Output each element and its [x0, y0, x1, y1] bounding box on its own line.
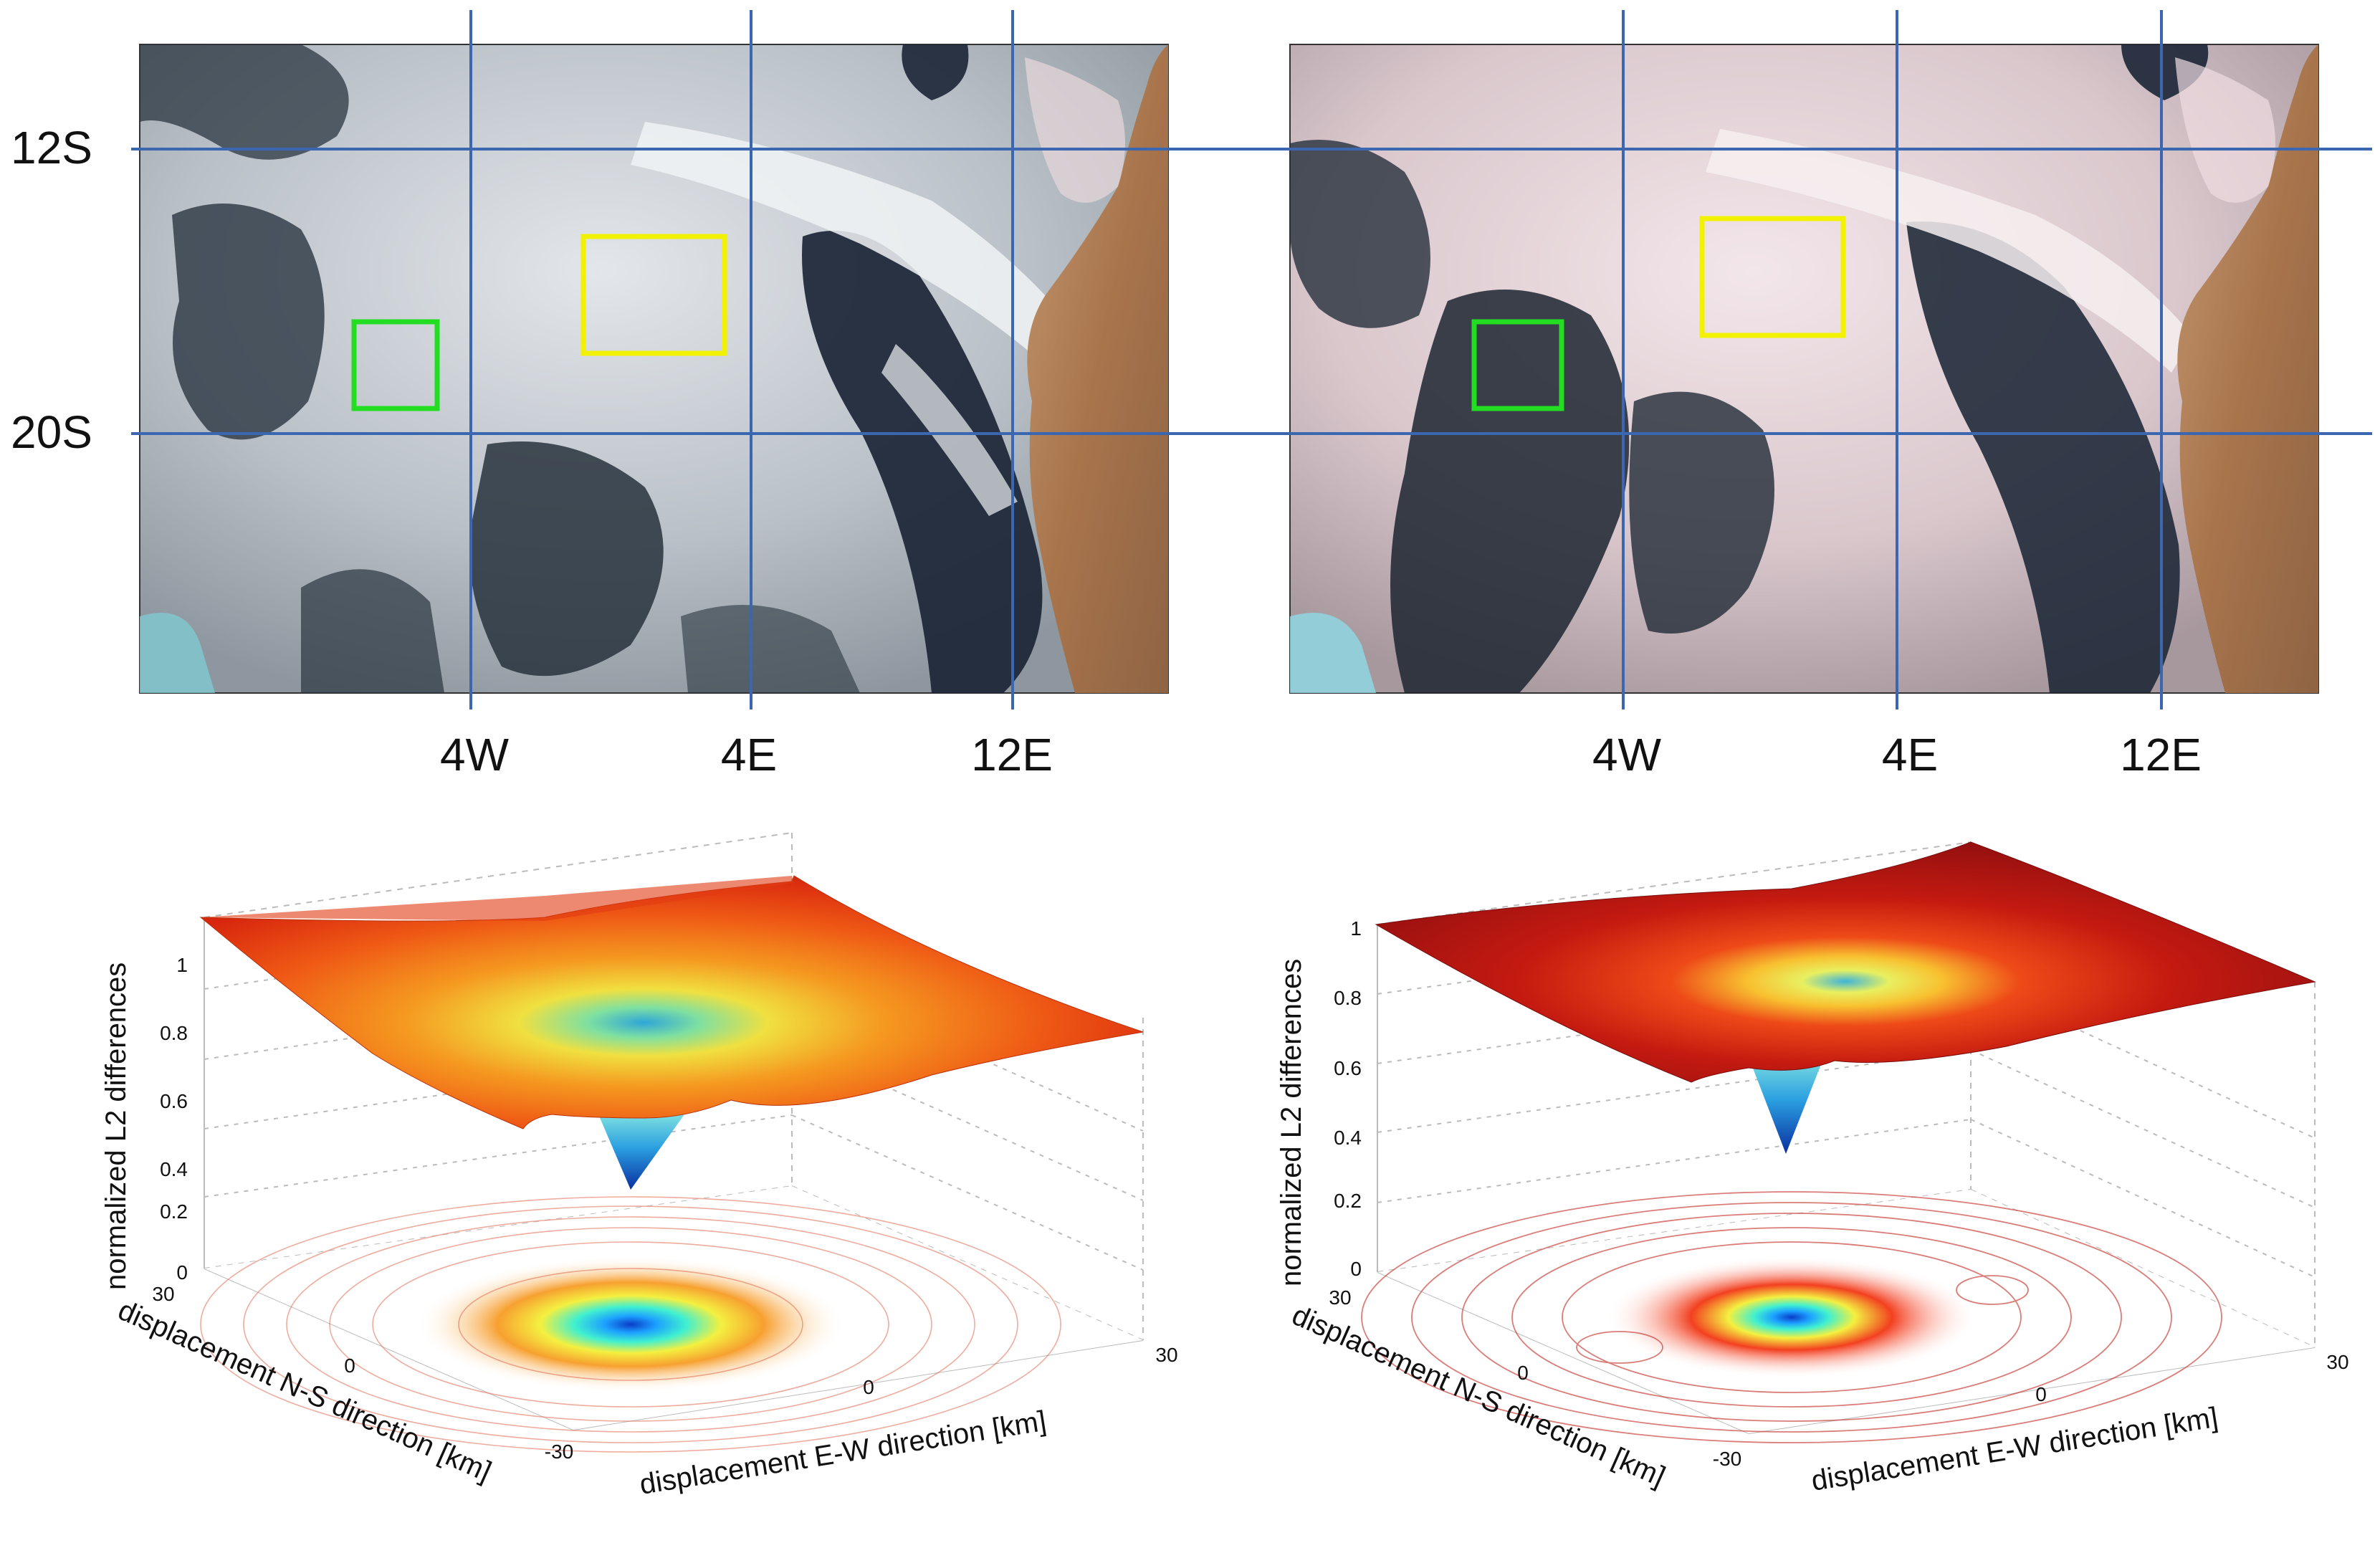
sea-ice-region: [1290, 613, 1376, 693]
land-region: [2177, 44, 2318, 693]
ew-tick: 0: [863, 1376, 874, 1398]
contour-rings-right: [1605, 1256, 1978, 1378]
ns-tick: 0: [344, 1354, 355, 1377]
clear-sky-region: [172, 204, 325, 440]
ns-tick: -30: [545, 1440, 573, 1463]
z-tick: 0: [1350, 1258, 1362, 1280]
z-tick: 0.2: [160, 1200, 188, 1223]
ns-tick: 0: [1517, 1362, 1529, 1384]
yellow-selection-box: [580, 234, 727, 356]
lon-label-4W-right: 4W: [1592, 729, 1662, 780]
lat-lon-grid: [131, 10, 2372, 710]
satellite-image-right: [1289, 44, 2319, 694]
error-surface-top-left: [201, 876, 794, 921]
lat-label-20S: 20S: [11, 406, 92, 458]
lat-label-12S: 12S: [11, 122, 92, 173]
cloud-band: [881, 344, 1018, 516]
minimum-cone-left: [598, 1114, 684, 1190]
cloud-band: [631, 122, 1075, 373]
lon-label-4W-left: 4W: [440, 729, 510, 780]
z-tick: 1: [176, 954, 188, 976]
yellow-selection-box: [1699, 216, 1846, 338]
clear-sky-region: [140, 44, 349, 160]
z-tick: 0.6: [1334, 1057, 1362, 1079]
clear-sky-region: [301, 569, 444, 693]
z-tick: 0.6: [160, 1090, 188, 1112]
green-selection-box: [351, 319, 440, 411]
ew-tick: 0: [2035, 1383, 2047, 1405]
ns-tick: -30: [1713, 1448, 1741, 1470]
lon-label-4E-right: 4E: [1882, 729, 1938, 780]
z-tick: 0.2: [1334, 1190, 1362, 1212]
clear-sky-region: [1390, 290, 1630, 693]
satellite-image-left: [139, 44, 1169, 694]
ew-tick: 30: [1155, 1344, 1177, 1366]
minimum-cone-right: [1749, 1057, 1824, 1154]
surface-plot-right: 1 0.8 0.6 0.4 0.2 0 30 0 -30 0 30 normal…: [1276, 841, 2349, 1497]
cloud-band: [1025, 57, 1125, 203]
ns-tick: 30: [1329, 1286, 1351, 1309]
z-tick: 1: [1350, 917, 1362, 940]
error-surface-right: [1375, 841, 2316, 1083]
lon-label-12E-right: 12E: [2120, 729, 2202, 780]
clear-sky-region: [902, 44, 969, 100]
sea-ice-region: [140, 613, 215, 693]
ew-tick: 30: [2326, 1351, 2348, 1373]
clear-sky-region: [802, 230, 1043, 693]
contour-lines-right: [1361, 1191, 2222, 1443]
z-tick: 0.8: [1334, 987, 1362, 1009]
ew-axis-label: displacement E-W direction [km]: [638, 1405, 1048, 1501]
ns-tick: 30: [152, 1283, 174, 1305]
lon-label-4E-left: 4E: [721, 729, 777, 780]
surface-plot-left: 1 0.8 0.6 0.4 0.2 0 30 0 -30 0 30 normal…: [100, 832, 1178, 1501]
z-tick: 0.4: [160, 1158, 188, 1180]
green-selection-box: [1471, 319, 1564, 411]
z-axis-label: normalized L2 differences: [100, 962, 132, 1290]
land-region: [1027, 44, 1168, 693]
clear-sky-region: [681, 605, 860, 693]
clear-sky-region: [1906, 221, 2180, 693]
lon-label-12E-left: 12E: [971, 729, 1053, 780]
clear-sky-region: [1629, 391, 1774, 634]
contour-lines-left: [200, 1196, 1061, 1453]
z-tick: 0: [176, 1261, 188, 1284]
contour-rings-left: [416, 1256, 846, 1392]
z-tick: 0.8: [160, 1022, 188, 1044]
clear-sky-region: [469, 441, 664, 677]
cloud-band: [2175, 57, 2275, 203]
clear-sky-region: [1290, 140, 1430, 328]
cloud-band: [1706, 129, 2193, 373]
ew-axis-label: displacement E-W direction [km]: [1810, 1402, 2220, 1497]
z-axis-label: normalized L2 differences: [1276, 959, 1307, 1286]
z-tick: 0.4: [1334, 1127, 1362, 1149]
